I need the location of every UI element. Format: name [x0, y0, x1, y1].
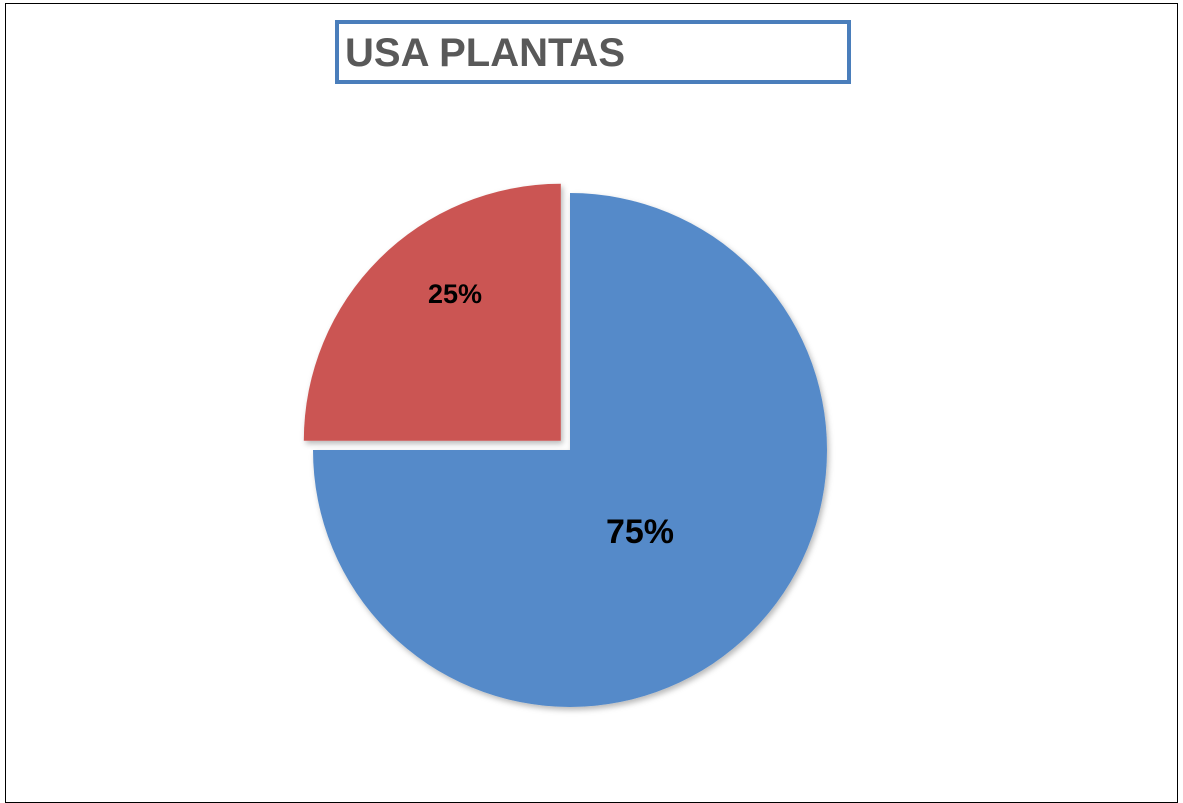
chart-title-box: USA PLANTAS: [335, 20, 851, 84]
pie-label-25: 25%: [428, 279, 482, 309]
pie-slice-25: [303, 183, 561, 441]
pie-label-75: 75%: [606, 513, 674, 551]
pie-labels: 75% 25%: [428, 279, 674, 551]
pie-slices: [303, 183, 827, 707]
pie-slice-75: [313, 193, 827, 707]
chart-title: USA PLANTAS: [345, 31, 625, 75]
